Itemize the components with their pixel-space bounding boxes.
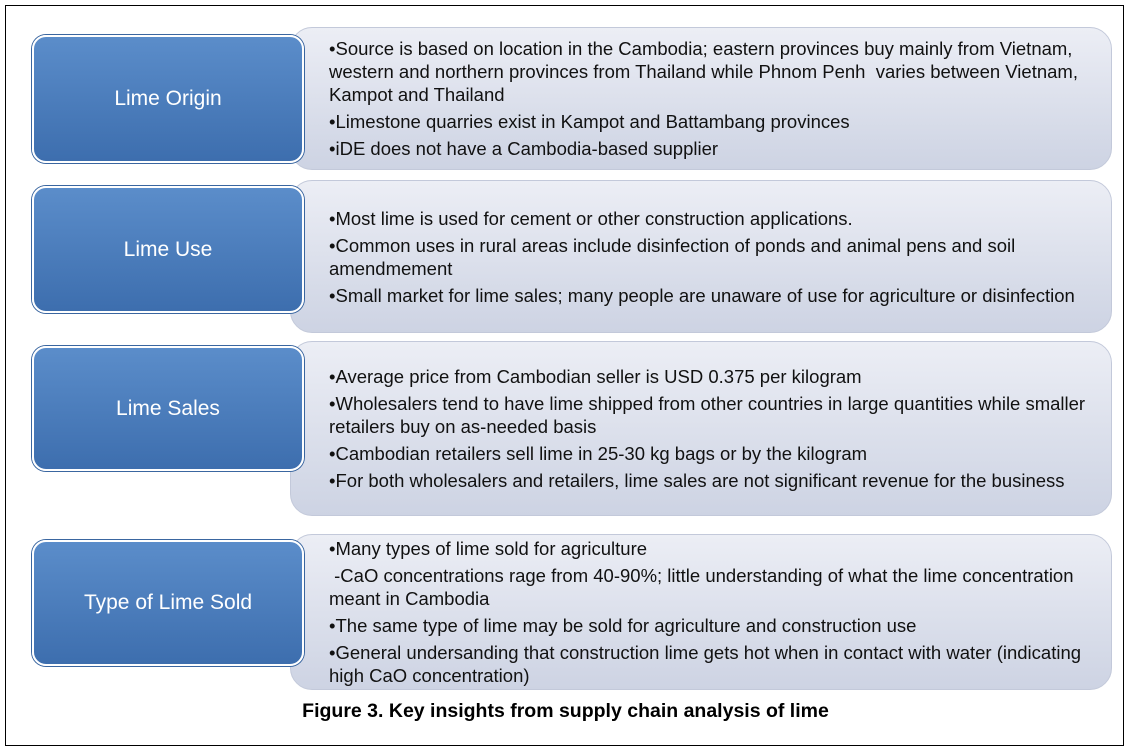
bullet-item: •Most lime is used for cement or other c… [329,207,853,229]
row: •Source is based on location in the Camb… [32,27,1112,170]
detail-panel: •Average price from Cambodian seller is … [290,341,1112,516]
bullet-item: •Source is based on location in the Camb… [329,38,1084,105]
bullet-item: •iDE does not have a Cambodia-based supp… [329,138,719,159]
row: •Many types of lime sold for agriculture… [32,534,1112,690]
bullet-item: -CaO concentrations rage from 40-90%; li… [329,565,1079,609]
row: •Most lime is used for cement or other c… [32,180,1112,333]
category-box: Lime Sales [32,346,304,471]
bullet-item: •Small market for lime sales; many peopl… [329,284,1075,306]
bullet-item: •Cambodian retailers sell lime in 25-30 … [329,443,868,464]
category-box: Type of Lime Sold [32,540,304,666]
bullet-item: •General undersanding that construction … [329,642,1087,686]
frame [5,5,1124,746]
bullet-item: •Wholesalers tend to have lime shipped f… [329,393,1091,437]
bullet-item: •The same type of lime may be sold for a… [329,615,917,636]
caption: Figure 3. Key insights from supply chain… [302,700,829,722]
bullet-item: •For both wholesalers and retailers, lim… [329,470,1065,491]
category-box: Lime Origin [32,35,304,163]
bullet-item: •Many types of lime sold for agriculture [329,538,648,559]
bullet-item: •Average price from Cambodian seller is … [329,366,862,387]
bullet-item: •Common uses in rural areas include disi… [329,234,1021,279]
detail-panel: •Source is based on location in the Camb… [290,27,1112,170]
detail-panel: •Many types of lime sold for agriculture… [290,534,1112,690]
row: •Average price from Cambodian seller is … [32,341,1112,516]
category-box: Lime Use [32,186,304,313]
bullet-item: •Limestone quarries exist in Kampot and … [329,111,850,132]
detail-panel: •Most lime is used for cement or other c… [290,180,1112,333]
